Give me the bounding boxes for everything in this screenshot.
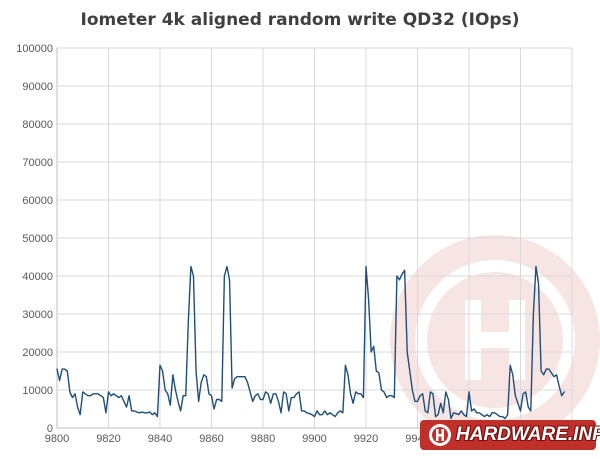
y-tick-label: 0: [47, 423, 53, 435]
y-tick-label: 50000: [22, 233, 53, 245]
y-tick-label: 100000: [16, 43, 53, 55]
series-layer: [56, 265, 565, 420]
series-line: [56, 265, 565, 420]
watermark-badge: [420, 420, 596, 450]
y-tick-label: 20000: [22, 347, 53, 359]
watermark-text: HARDWARE.INFO: [456, 424, 600, 445]
watermark-logo: [390, 235, 600, 445]
x-tick-label: 9880: [251, 433, 275, 445]
chart-title: Iometer 4k aligned random write QD32 (IO…: [80, 10, 520, 30]
y-tick-label: 60000: [22, 195, 53, 207]
y-tick-label: 40000: [22, 271, 53, 283]
y-tick-label: 80000: [22, 119, 53, 131]
y-tick-label: 10000: [22, 385, 53, 397]
x-tick-label: 9900: [302, 433, 326, 445]
y-tick-label: 90000: [22, 81, 53, 93]
x-tick-label: 9920: [354, 433, 378, 445]
y-tick-label: 70000: [22, 157, 53, 169]
x-tick-label: 9860: [199, 433, 223, 445]
x-tick-label: 9820: [96, 433, 120, 445]
x-tick-label: 9800: [45, 433, 69, 445]
y-tick-label: 30000: [22, 309, 53, 321]
x-tick-label: 9840: [148, 433, 172, 445]
